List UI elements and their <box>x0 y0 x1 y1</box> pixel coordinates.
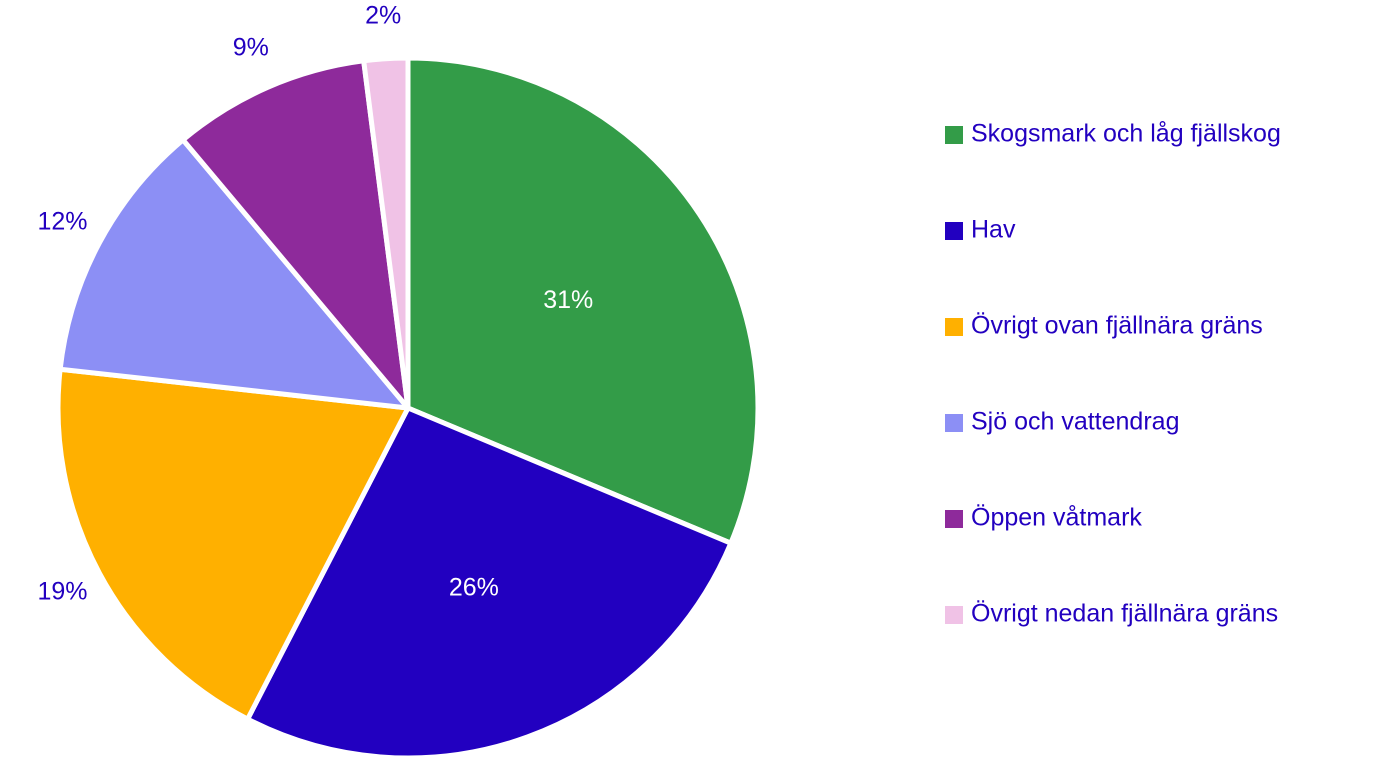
legend-swatch <box>945 126 963 144</box>
legend-swatch <box>945 414 963 432</box>
legend-swatch <box>945 318 963 336</box>
legend-swatch <box>945 510 963 528</box>
legend-label: Skogsmark och låg fjällskog <box>971 120 1281 148</box>
legend-label: Öppen våtmark <box>971 504 1142 532</box>
legend-label: Övrigt nedan fjällnära gräns <box>971 600 1278 628</box>
slice-label: 26% <box>449 574 499 602</box>
slice-label: 12% <box>37 207 87 235</box>
slice-label: 19% <box>37 578 87 606</box>
legend-label: Hav <box>971 216 1016 244</box>
legend-swatch <box>945 606 963 624</box>
pie-slice <box>361 55 411 411</box>
pie-slice <box>245 405 734 758</box>
pie-slice <box>405 55 761 546</box>
legend-swatch <box>945 222 963 240</box>
slice-label: 31% <box>543 286 593 314</box>
pie-slice <box>55 366 411 722</box>
legend-label: Sjö och vattendrag <box>971 408 1179 436</box>
slice-label: 2% <box>365 1 401 29</box>
pie-slice <box>57 137 411 411</box>
legend-label: Övrigt ovan fjällnära gräns <box>971 312 1263 340</box>
slice-label: 9% <box>233 33 269 61</box>
pie-slice <box>180 58 411 411</box>
